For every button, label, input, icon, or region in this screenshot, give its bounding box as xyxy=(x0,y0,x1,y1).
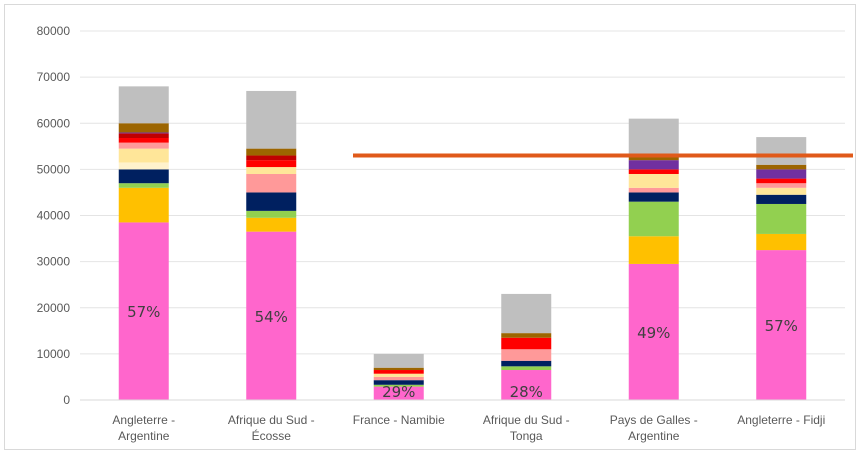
bar-segment xyxy=(628,187,679,193)
bar-segment xyxy=(628,169,679,174)
bar-stack xyxy=(373,353,424,400)
chart-frame: 0 10000 20000 30000 40000 50000 60000 70000 8000… xyxy=(4,4,856,450)
bar-segment xyxy=(501,370,552,400)
percentage-label: 57% xyxy=(127,303,160,321)
x-category-label: Afrique du Sud - xyxy=(228,413,315,427)
x-category-label: Tonga xyxy=(510,429,543,443)
bar-stack xyxy=(756,137,807,400)
x-category-label: Argentine xyxy=(118,429,170,443)
bar-stack xyxy=(246,90,297,400)
bar-segment xyxy=(756,169,807,179)
bar-segment xyxy=(628,192,679,202)
bar-segment xyxy=(501,333,552,338)
percentage-label: 49% xyxy=(637,324,670,342)
bar-segment xyxy=(118,169,169,184)
bar-segment xyxy=(628,201,679,237)
bar-segment xyxy=(756,194,807,204)
bar-segment xyxy=(628,160,679,170)
bar-segment xyxy=(373,370,424,374)
bar-segment xyxy=(246,192,297,211)
bar-segment xyxy=(373,380,424,385)
bar-segment xyxy=(118,123,169,133)
bar-segment xyxy=(756,203,807,234)
x-category-label: Argentine xyxy=(628,429,680,443)
bar-segment xyxy=(373,367,424,371)
bar-segment xyxy=(246,160,297,168)
bar-segment xyxy=(118,148,169,163)
bar-segment xyxy=(373,386,424,400)
y-tick-label: 30000 xyxy=(37,255,71,269)
bar-segment xyxy=(246,148,297,156)
y-tick-label: 80000 xyxy=(37,24,71,38)
bars xyxy=(118,86,807,400)
y-axis-tick-labels: 0 10000 20000 30000 40000 50000 60000 70000 8000… xyxy=(37,24,71,407)
x-category-label: Angleterre - Fidji xyxy=(737,413,825,427)
bar-segment xyxy=(118,142,169,149)
bar-stack xyxy=(628,118,679,400)
bar-segment xyxy=(246,217,297,232)
bar-segment xyxy=(246,231,297,400)
y-tick-label: 40000 xyxy=(37,209,71,223)
y-tick-label: 10000 xyxy=(37,347,71,361)
percentage-label: 29% xyxy=(382,383,415,401)
bar-segment xyxy=(756,164,807,170)
bar-stack xyxy=(501,293,552,400)
bar-segment xyxy=(756,187,807,195)
bar-segment xyxy=(246,155,297,161)
percentage-label: 57% xyxy=(765,317,798,335)
bar-segment xyxy=(501,349,552,361)
bar-segment xyxy=(118,132,169,134)
stacked-bar-chart: 0 10000 20000 30000 40000 50000 60000 70000 8000… xyxy=(37,24,853,443)
bar-segment xyxy=(501,360,552,367)
y-tick-label: 70000 xyxy=(37,70,71,84)
bar-segment xyxy=(246,90,297,149)
y-tick-label: 20000 xyxy=(37,301,71,315)
x-category-label: Angleterre - xyxy=(112,413,175,427)
bar-segment xyxy=(118,86,169,124)
bar-segment xyxy=(118,162,169,170)
bar-segment xyxy=(756,137,807,165)
bar-segment xyxy=(246,167,297,174)
bar-segment xyxy=(246,210,297,218)
x-category-label: France - Namibie xyxy=(353,413,445,427)
bar-segment xyxy=(628,236,679,264)
bar-segment xyxy=(373,384,424,387)
bar-segment xyxy=(628,173,679,188)
percentage-labels: 57% 54% 29% 28% 49% 57% xyxy=(127,303,798,401)
bar-segment xyxy=(118,183,169,188)
bar-segment xyxy=(373,353,424,368)
bar-segment xyxy=(756,183,807,188)
bar-stack xyxy=(118,86,169,400)
bar-segment xyxy=(246,173,297,193)
y-tick-label: 0 xyxy=(63,393,70,407)
x-category-label: Pays de Galles - xyxy=(610,413,698,427)
bar-segment xyxy=(628,155,679,161)
bar-segment xyxy=(118,187,169,223)
bar-segment xyxy=(628,263,679,400)
bar-segment xyxy=(501,366,552,371)
bar-segment xyxy=(373,376,424,381)
percentage-label: 28% xyxy=(510,383,543,401)
y-tick-label: 60000 xyxy=(37,116,71,130)
bar-segment xyxy=(373,373,424,377)
x-category-label: Afrique du Sud - xyxy=(483,413,570,427)
bar-segment xyxy=(501,337,552,350)
x-category-label: Écosse xyxy=(252,428,292,443)
bar-segment xyxy=(628,118,679,156)
bar-segment xyxy=(756,250,807,400)
gridlines xyxy=(80,30,845,355)
bar-segment xyxy=(501,293,552,334)
bar-segment xyxy=(756,233,807,251)
bar-segment xyxy=(118,133,169,139)
percentage-label: 54% xyxy=(255,308,288,326)
bar-segment xyxy=(118,138,169,143)
y-tick-label: 50000 xyxy=(37,162,71,176)
bar-segment xyxy=(756,178,807,184)
bar-segment xyxy=(118,222,169,400)
